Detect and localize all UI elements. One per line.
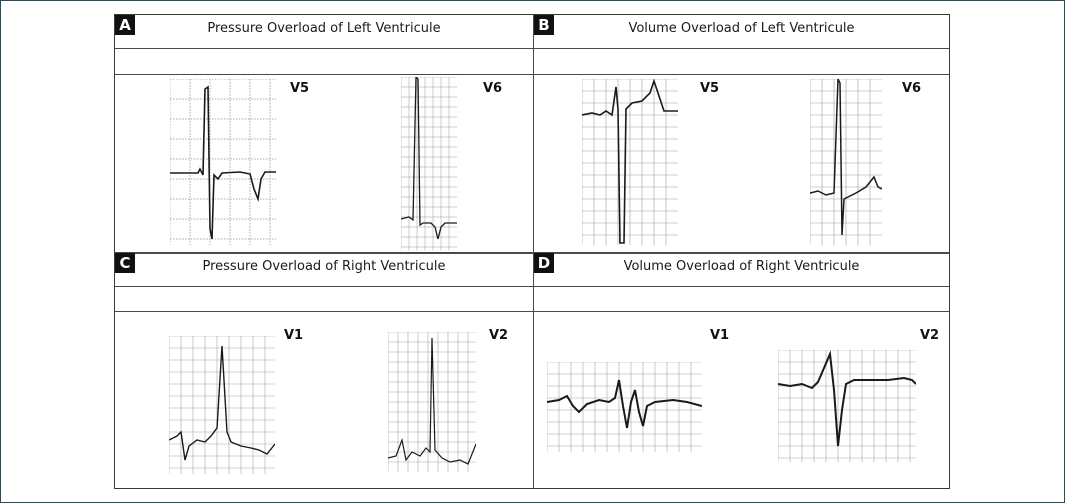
panel-d-title: Volume Overload of Right Ventricule [623,259,860,274]
panel-b-lead-2-label: V6 [902,81,922,96]
panel-b-letter: B [534,15,554,35]
ecg-strip-d-v2 [778,350,916,462]
panel-b-lead-1-label: V5 [700,81,720,96]
row-divider [115,252,949,254]
ecg-grid [170,79,276,245]
panel-c-letter: C [115,253,135,273]
ecg-trace [388,337,476,465]
ecg-trace [547,379,702,429]
panel-b-title: Volume Overload of Left Ventricule [628,21,855,36]
panel-c-lead-1-label: V1 [284,328,304,343]
ecg-trace [170,85,276,240]
ecg-strip-a-v5 [170,79,276,245]
ecg-grid [547,362,702,452]
ecg-trace [169,345,275,461]
ecg-grid [778,350,916,462]
ecg-strip-c-v1 [169,336,275,474]
row-divider [115,311,949,312]
panel-d-lead-1-label: V1 [710,328,730,343]
panel-a-title: Pressure Overload of Left Ventricule [207,21,441,36]
ecg-trace [582,79,678,244]
panel-d-lead-2-label: V2 [920,328,940,343]
ecg-trace [810,79,882,236]
row-divider [115,48,949,49]
ecg-strip-b-v6 [810,79,882,245]
ecg-strip-b-v5 [582,79,678,245]
row-divider [115,74,949,75]
ecg-trace [778,350,916,447]
column-divider [533,15,534,488]
ecg-grid [169,336,275,474]
ecg-grid [582,79,678,245]
ecg-grid [810,79,882,245]
ecg-strip-c-v2 [388,332,476,472]
panel-a-lead-2-label: V6 [483,81,503,96]
row-divider [115,286,949,287]
ecg-strip-d-v1 [547,362,702,452]
panel-c-title: Pressure Overload of Right Ventricule [202,259,446,274]
panel-a-lead-1-label: V5 [290,81,310,96]
panel-a-letter: A [115,15,135,35]
ecg-grid [401,77,457,251]
ecg-trace [401,77,457,240]
panel-d-letter: D [534,253,554,273]
ecg-strip-a-v6 [401,77,457,251]
figure-table [114,14,950,489]
panel-c-lead-2-label: V2 [489,328,509,343]
